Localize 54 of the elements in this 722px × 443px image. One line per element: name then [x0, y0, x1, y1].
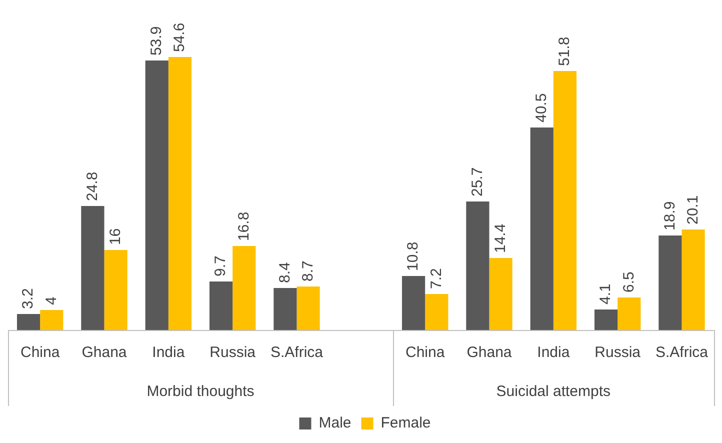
- bar: [274, 288, 297, 330]
- x-tick-label: Ghana: [466, 344, 512, 362]
- bar: [489, 258, 512, 330]
- legend-label: Male: [318, 414, 352, 432]
- x-tick-label: India: [537, 344, 570, 362]
- data-label: 16.8: [235, 212, 252, 241]
- bar: [81, 206, 104, 330]
- bar: [594, 310, 618, 330]
- bar: [402, 276, 426, 330]
- legend-label: Female: [380, 414, 431, 432]
- bar: [425, 294, 448, 330]
- data-label: 53.9: [148, 26, 166, 56]
- data-label: 24.8: [84, 172, 101, 201]
- bar: [296, 286, 320, 330]
- bar: [466, 202, 490, 330]
- data-label: 9.7: [212, 256, 230, 276]
- data-label: 54.6: [171, 22, 188, 52]
- bar: [40, 310, 64, 330]
- data-label: 10.8: [404, 242, 422, 271]
- data-label: 51.8: [556, 36, 574, 66]
- bar: [530, 128, 554, 330]
- x-tick-label: Russia: [594, 344, 642, 362]
- x-tick-label: S.Africa: [270, 344, 324, 362]
- text: Morbid thoughts: [146, 383, 254, 400]
- bar: [209, 282, 233, 330]
- data-label: 8.7: [299, 260, 316, 282]
- bar: [682, 230, 705, 330]
- data-label: 25.7: [468, 167, 486, 196]
- bar: [618, 298, 641, 330]
- data-label: 7.2: [428, 268, 445, 289]
- x-tick-label: India: [152, 344, 186, 362]
- x-tick-label: Ghana: [82, 344, 128, 362]
- text: Suicidal attempts: [496, 383, 611, 400]
- bar: [16, 314, 40, 330]
- data-label: 16: [106, 228, 124, 245]
- data-label: 8.4: [276, 262, 294, 283]
- data-label: 20.1: [684, 195, 702, 224]
- data-label: 4.1: [597, 284, 614, 304]
- bar: [104, 250, 128, 330]
- bar: [553, 71, 577, 330]
- bar: [232, 246, 256, 330]
- x-tick-label: S.Africa: [655, 344, 709, 362]
- bar: [658, 236, 682, 330]
- data-label: 3.2: [20, 288, 37, 309]
- bar: [145, 60, 168, 330]
- data-label: 14.4: [492, 224, 509, 253]
- x-tick-label: Russia: [210, 344, 256, 362]
- x-tick-label: China: [20, 344, 60, 362]
- data-label: 6.5: [620, 272, 638, 292]
- data-label: 40.5: [533, 93, 550, 122]
- data-label: 18.9: [661, 201, 678, 230]
- data-label: 4: [42, 296, 60, 305]
- bar: [168, 57, 192, 330]
- x-tick-label: China: [405, 344, 446, 362]
